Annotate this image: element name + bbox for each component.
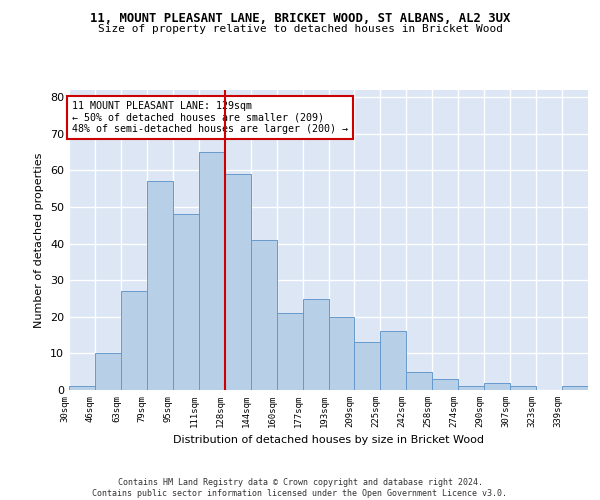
Bar xyxy=(380,332,406,390)
Bar xyxy=(173,214,199,390)
Bar xyxy=(562,386,588,390)
Bar xyxy=(95,354,121,390)
Bar xyxy=(433,379,458,390)
Bar xyxy=(484,382,510,390)
Text: 11, MOUNT PLEASANT LANE, BRICKET WOOD, ST ALBANS, AL2 3UX: 11, MOUNT PLEASANT LANE, BRICKET WOOD, S… xyxy=(90,12,510,26)
Bar xyxy=(121,291,147,390)
Text: Size of property relative to detached houses in Bricket Wood: Size of property relative to detached ho… xyxy=(97,24,503,34)
Bar xyxy=(510,386,536,390)
Bar xyxy=(199,152,224,390)
Bar xyxy=(225,174,251,390)
Bar xyxy=(251,240,277,390)
Bar xyxy=(329,317,355,390)
Bar xyxy=(355,342,380,390)
Bar xyxy=(406,372,432,390)
Bar xyxy=(302,298,329,390)
Text: 11 MOUNT PLEASANT LANE: 129sqm
← 50% of detached houses are smaller (209)
48% of: 11 MOUNT PLEASANT LANE: 129sqm ← 50% of … xyxy=(72,101,348,134)
Bar xyxy=(458,386,484,390)
Y-axis label: Number of detached properties: Number of detached properties xyxy=(34,152,44,328)
Text: Contains HM Land Registry data © Crown copyright and database right 2024.
Contai: Contains HM Land Registry data © Crown c… xyxy=(92,478,508,498)
X-axis label: Distribution of detached houses by size in Bricket Wood: Distribution of detached houses by size … xyxy=(173,436,484,446)
Bar xyxy=(69,386,95,390)
Bar xyxy=(147,182,173,390)
Bar xyxy=(277,313,302,390)
